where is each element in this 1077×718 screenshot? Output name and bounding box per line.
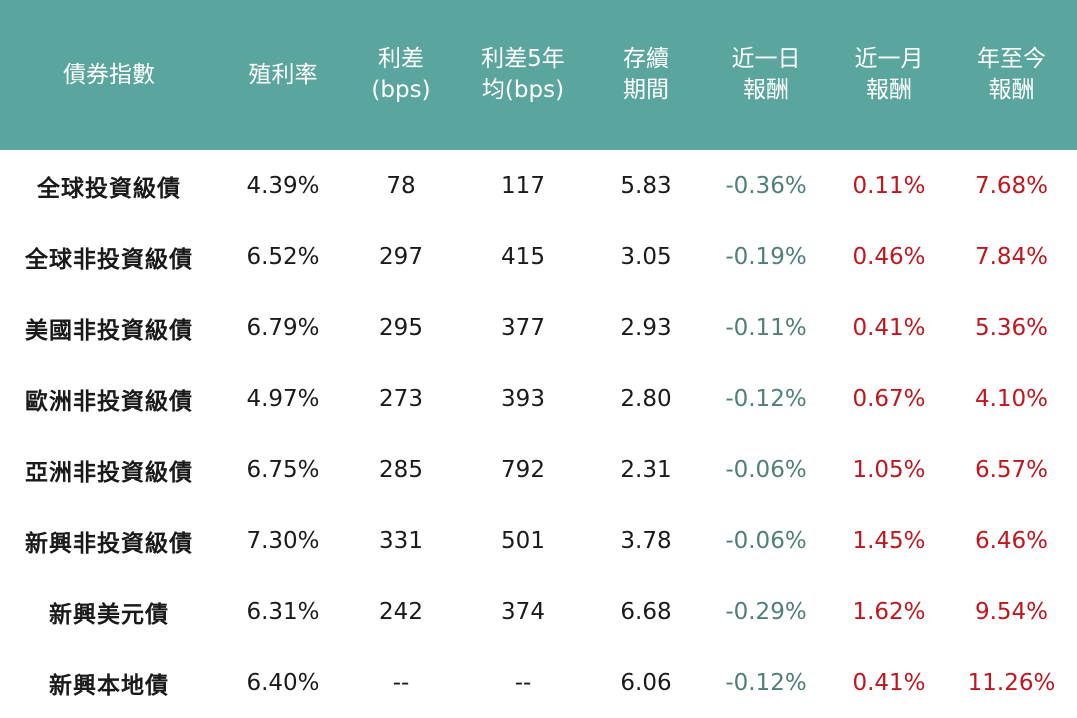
cell-1d-return: -0.36% — [725, 172, 807, 199]
cell-1d-return: -0.12% — [725, 385, 807, 412]
header-line: 報酬 — [743, 77, 789, 103]
cell-1d-return: -0.11% — [725, 314, 807, 341]
cell-1m-return: 0.41% — [852, 314, 926, 341]
cell-1d-return: -0.06% — [725, 527, 807, 554]
cell-yield: 4.97% — [246, 385, 320, 412]
table-row: 美國非投資級債 6.79% 295 377 2.93 -0.11% 0.41% … — [0, 292, 1077, 363]
header-line: 近一日 — [731, 46, 801, 72]
cell-1m-return: 0.41% — [852, 669, 926, 696]
header-line: 均(bps) — [481, 77, 565, 103]
header-1m-return: 近一月 報酬 — [832, 0, 946, 150]
header-line: 期間 — [623, 77, 669, 103]
cell-duration: 6.68 — [620, 598, 672, 625]
header-duration: 存續 期間 — [592, 0, 700, 150]
table-row: 新興本地債 6.40% -- -- 6.06 -0.12% 0.41% 11.2… — [0, 647, 1077, 718]
cell-spread: 242 — [379, 598, 423, 625]
header-line: 報酬 — [988, 77, 1035, 103]
cell-duration: 3.05 — [620, 243, 672, 270]
cell-ytd-return: 6.46% — [974, 527, 1049, 554]
table-row: 亞洲非投資級債 6.75% 285 792 2.31 -0.06% 1.05% … — [0, 434, 1077, 505]
cell-1d-return: -0.12% — [725, 669, 807, 696]
cell-spread-5y-avg: 374 — [501, 598, 545, 625]
cell-1m-return: 1.05% — [852, 456, 926, 483]
cell-yield: 6.31% — [246, 598, 320, 625]
cell-1m-return: 0.11% — [852, 172, 926, 199]
cell-ytd-return: 9.54% — [974, 598, 1049, 625]
cell-1m-return: 1.45% — [852, 527, 926, 554]
header-row: 債券指數 殖利率 利差 (bps) 利差5年 均(bps) 存續 期間 — [0, 0, 1077, 150]
cell-bond-name: 亞洲非投資級債 — [25, 459, 193, 486]
cell-duration: 2.93 — [620, 314, 672, 341]
cell-spread-5y-avg: 117 — [501, 172, 545, 199]
header-line: 利差 — [378, 46, 424, 72]
cell-1m-return: 0.67% — [852, 385, 926, 412]
cell-bond-name: 新興本地債 — [49, 672, 169, 699]
header-line: 存續 — [623, 46, 669, 72]
table-row: 歐洲非投資級債 4.97% 273 393 2.80 -0.12% 0.67% … — [0, 363, 1077, 434]
cell-yield: 6.75% — [246, 456, 320, 483]
table-row: 新興美元債 6.31% 242 374 6.68 -0.29% 1.62% 9.… — [0, 576, 1077, 647]
cell-bond-name: 新興美元債 — [49, 601, 169, 628]
header-line: 利差5年 — [481, 46, 565, 72]
cell-spread: 285 — [379, 456, 423, 483]
cell-bond-name: 全球投資級債 — [37, 175, 181, 202]
cell-spread-5y-avg: 792 — [501, 456, 545, 483]
table-body: 全球投資級債 4.39% 78 117 5.83 -0.36% 0.11% 7.… — [0, 150, 1077, 718]
cell-yield: 6.52% — [246, 243, 320, 270]
cell-spread: 273 — [379, 385, 423, 412]
cell-duration: 2.31 — [620, 456, 672, 483]
cell-bond-name: 新興非投資級債 — [25, 530, 193, 557]
header-line: 債券指數 — [63, 61, 155, 88]
cell-bond-name: 美國非投資級債 — [25, 317, 193, 344]
cell-ytd-return: 11.26% — [967, 669, 1056, 696]
cell-ytd-return: 7.84% — [974, 243, 1049, 270]
cell-yield: 4.39% — [246, 172, 320, 199]
header-line: 近一月 — [854, 46, 924, 72]
cell-spread: 78 — [386, 172, 416, 199]
cell-spread-5y-avg: 501 — [501, 527, 545, 554]
cell-1d-return: -0.29% — [725, 598, 807, 625]
cell-1m-return: 1.62% — [852, 598, 926, 625]
cell-duration: 2.80 — [620, 385, 672, 412]
table-header: 債券指數 殖利率 利差 (bps) 利差5年 均(bps) 存續 期間 — [0, 0, 1077, 150]
table-row: 全球非投資級債 6.52% 297 415 3.05 -0.19% 0.46% … — [0, 221, 1077, 292]
cell-spread: -- — [392, 669, 410, 696]
cell-ytd-return: 4.10% — [974, 385, 1049, 412]
cell-duration: 3.78 — [620, 527, 672, 554]
cell-yield: 6.79% — [246, 314, 320, 341]
cell-spread: 297 — [379, 243, 423, 270]
header-yield: 殖利率 — [218, 0, 348, 150]
table-row: 全球投資級債 4.39% 78 117 5.83 -0.36% 0.11% 7.… — [0, 150, 1077, 221]
cell-spread-5y-avg: 377 — [501, 314, 545, 341]
cell-spread: 295 — [379, 314, 423, 341]
cell-duration: 6.06 — [620, 669, 672, 696]
cell-ytd-return: 6.57% — [974, 456, 1049, 483]
cell-spread: 331 — [379, 527, 423, 554]
cell-yield: 6.40% — [246, 669, 320, 696]
cell-bond-name: 全球非投資級債 — [25, 246, 193, 273]
header-1d-return: 近一日 報酬 — [700, 0, 832, 150]
cell-spread-5y-avg: 415 — [501, 243, 545, 270]
cell-yield: 7.30% — [246, 527, 320, 554]
cell-bond-name: 歐洲非投資級債 — [25, 388, 193, 415]
table-row: 新興非投資級債 7.30% 331 501 3.78 -0.06% 1.45% … — [0, 505, 1077, 576]
cell-spread-5y-avg: -- — [514, 669, 532, 696]
cell-duration: 5.83 — [620, 172, 672, 199]
header-ytd-return: 年至今 報酬 — [946, 0, 1077, 150]
header-bond-index: 債券指數 — [0, 0, 218, 150]
header-spread: 利差 (bps) — [348, 0, 454, 150]
header-line: 年至今 — [977, 46, 1046, 72]
cell-spread-5y-avg: 393 — [501, 385, 545, 412]
header-spread-5y-avg: 利差5年 均(bps) — [454, 0, 592, 150]
cell-ytd-return: 5.36% — [974, 314, 1049, 341]
header-line: (bps) — [371, 77, 431, 103]
cell-1d-return: -0.06% — [725, 456, 807, 483]
cell-1m-return: 0.46% — [852, 243, 926, 270]
cell-1d-return: -0.19% — [725, 243, 807, 270]
cell-ytd-return: 7.68% — [974, 172, 1049, 199]
header-line: 殖利率 — [248, 61, 318, 88]
header-line: 報酬 — [866, 77, 912, 103]
